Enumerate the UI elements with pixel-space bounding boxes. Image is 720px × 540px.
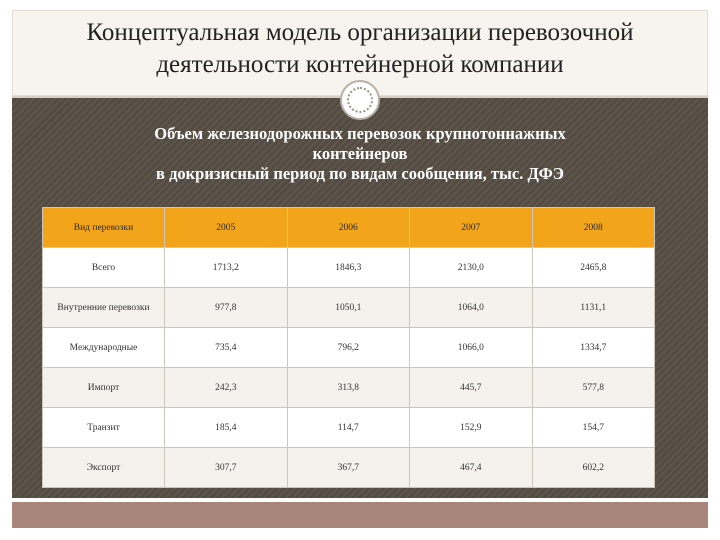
slide-title-line-2: деятельности контейнерной компании	[156, 51, 564, 78]
table-cell: 1846,3	[286, 247, 410, 288]
table-cell: 445,7	[409, 367, 533, 408]
table-cell: 185,4	[164, 407, 288, 448]
table-cell: 467,4	[409, 447, 533, 488]
table-cell: 2130,0	[409, 247, 533, 288]
table-caption-line-1: Объем железнодорожных перевозок крупното…	[154, 124, 566, 143]
table-cell: 602,2	[531, 447, 655, 488]
table-row: Международные 735,4 796,2 1066,0 1334,7	[42, 327, 655, 368]
table-cell: 2465,8	[531, 247, 655, 288]
header-transport-type: Вид перевозки	[42, 207, 165, 248]
slide-title-line-1: Концептуальная модель организации перево…	[86, 19, 634, 46]
transport-volume-table: Вид перевозки 2005 2006 2007 2008 Всего …	[42, 207, 655, 488]
table-cell: 154,7	[531, 407, 655, 448]
header-year: 2008	[531, 207, 655, 248]
table-cell: 307,7	[164, 447, 288, 488]
table-cell: 1066,0	[409, 327, 533, 368]
table-cell: 152,9	[409, 407, 533, 448]
table-cell: 114,7	[286, 407, 410, 448]
table-cell: 367,7	[286, 447, 410, 488]
table-cell: 577,8	[531, 367, 655, 408]
table-caption-line-3: в докризисный период по видам сообщения,…	[156, 164, 564, 183]
row-label: Всего	[42, 247, 165, 288]
slide-title: Концептуальная модель организации перево…	[13, 17, 707, 81]
table-cell: 735,4	[164, 327, 288, 368]
header-year: 2007	[409, 207, 533, 248]
row-label: Экспорт	[42, 447, 165, 488]
table-row: Экспорт 307,7 367,7 467,4 602,2	[42, 447, 655, 488]
table-header-row: Вид перевозки 2005 2006 2007 2008	[42, 207, 655, 248]
table-row: Транзит 185,4 114,7 152,9 154,7	[42, 407, 655, 448]
table-cell: 977,8	[164, 287, 288, 328]
table-cell: 1064,0	[409, 287, 533, 328]
header-year: 2005	[164, 207, 288, 248]
table-cell: 796,2	[286, 327, 410, 368]
footer-bar	[12, 502, 708, 528]
table-cell: 1334,7	[531, 327, 655, 368]
circle-ornament-icon	[340, 80, 380, 120]
table-cell: 1050,1	[286, 287, 410, 328]
table-cell: 242,3	[164, 367, 288, 408]
row-label: Транзит	[42, 407, 165, 448]
table-row: Внутренние перевозки 977,8 1050,1 1064,0…	[42, 287, 655, 328]
table-cell: 313,8	[286, 367, 410, 408]
table-row: Импорт 242,3 313,8 445,7 577,8	[42, 367, 655, 408]
row-label: Импорт	[42, 367, 165, 408]
table-caption: Объем железнодорожных перевозок крупното…	[12, 124, 708, 184]
table-caption-line-2: контейнеров	[312, 144, 408, 163]
table-cell: 1131,1	[531, 287, 655, 328]
header-year: 2006	[286, 207, 410, 248]
table-row: Всего 1713,2 1846,3 2130,0 2465,8	[42, 247, 655, 288]
row-label: Международные	[42, 327, 165, 368]
row-label: Внутренние перевозки	[42, 287, 165, 328]
table-cell: 1713,2	[164, 247, 288, 288]
